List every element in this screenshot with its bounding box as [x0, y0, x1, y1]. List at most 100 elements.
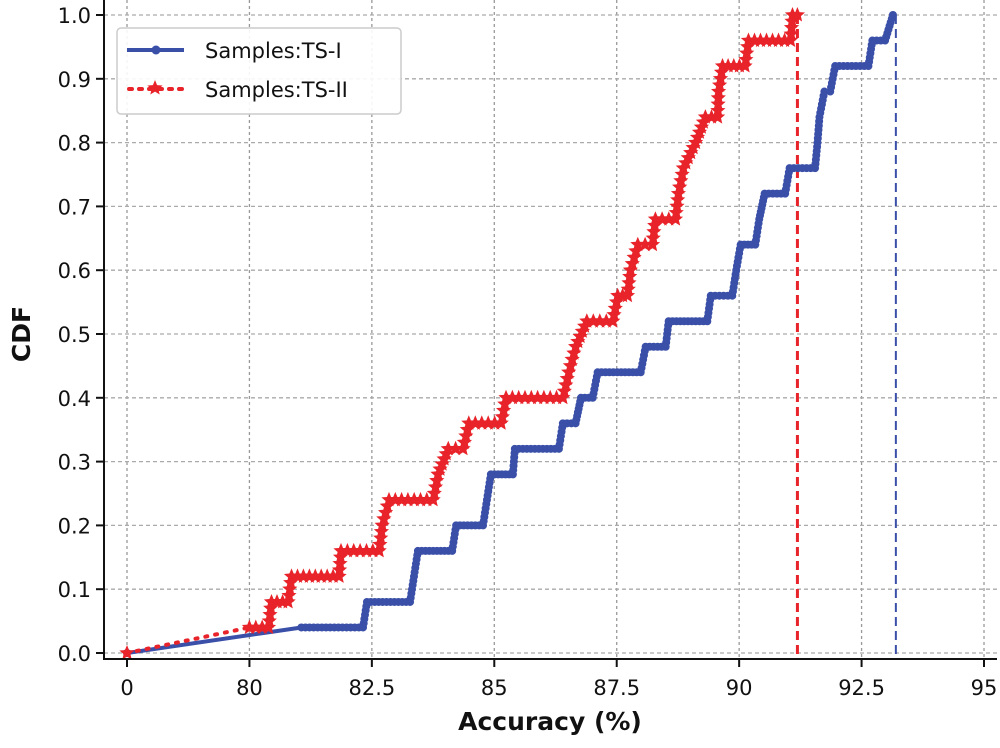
data-point-star	[331, 568, 347, 583]
data-point-star	[456, 434, 472, 449]
y-tick-label: 0.0	[58, 642, 91, 666]
data-point-star	[710, 109, 726, 124]
data-point-star	[281, 587, 297, 603]
x-tick-label: 90	[726, 676, 753, 700]
legend: Samples:TS-I Samples:TS-II	[116, 27, 402, 115]
ticks: 0 80 82.5 85 87.5 90 92.5 95 0.0 0.1 0.2 0.3 0.4 0.5 0…	[58, 4, 998, 700]
data-point-star	[496, 402, 512, 417]
x-tick-label: 92.5	[838, 676, 885, 700]
data-point-star	[427, 479, 444, 494]
legend-box	[116, 27, 402, 115]
series-1	[123, 11, 897, 657]
y-tick-label: 0.5	[58, 323, 91, 347]
data-point-star	[493, 415, 509, 430]
data-point-star	[378, 504, 394, 520]
data-point-star	[429, 472, 445, 488]
legend-label-ts1: Samples:TS-I	[205, 39, 342, 63]
data-point-star	[373, 523, 389, 539]
data-point-star	[783, 26, 799, 41]
legend-label-ts2: Samples:TS-II	[205, 78, 348, 102]
data-point-star	[280, 594, 296, 609]
data-point-star	[738, 51, 754, 67]
data-point-star	[555, 389, 571, 405]
data-point-star	[605, 313, 621, 328]
data-point-star	[376, 511, 392, 526]
data-point-star	[624, 255, 640, 271]
data-point-star	[566, 345, 582, 360]
legend-marker-ts2	[147, 80, 163, 95]
data-point-star	[458, 428, 474, 443]
data-point-star	[426, 485, 442, 500]
data-point-star	[372, 536, 388, 551]
legend-marker-ts1	[151, 45, 161, 55]
series-layer	[119, 7, 897, 660]
data-point-star	[497, 396, 513, 411]
data-point-star	[740, 38, 756, 54]
data-point-star	[674, 166, 690, 181]
y-axis-label: CDF	[7, 306, 36, 362]
y-tick-label: 0.9	[58, 68, 91, 92]
data-point-circle	[820, 87, 829, 96]
y-tick-label: 0.1	[58, 578, 91, 602]
data-point-star	[561, 364, 577, 379]
data-point-star	[739, 45, 755, 60]
x-tick-label: 95	[971, 676, 998, 700]
data-point-star	[647, 217, 663, 232]
data-point-star	[619, 287, 636, 303]
data-point-star	[621, 275, 637, 290]
x-axis-label: Accuracy (%)	[458, 707, 642, 736]
data-point-star	[494, 408, 510, 424]
data-point-star	[667, 211, 684, 226]
y-tick-label: 0.2	[58, 514, 91, 538]
y-tick-label: 0.7	[58, 195, 91, 219]
data-point-star	[374, 517, 390, 532]
data-point-star	[607, 300, 623, 315]
data-point-star	[646, 223, 662, 239]
data-point-star	[622, 268, 638, 284]
data-point-star	[783, 32, 799, 47]
data-point-star	[789, 7, 805, 22]
data-point-star	[559, 370, 575, 386]
data-point-star	[711, 83, 727, 98]
data-point-star	[262, 606, 278, 622]
grid	[104, 0, 997, 659]
x-tick-label: 82.5	[348, 676, 395, 700]
axes	[103, 0, 997, 660]
data-point-star	[562, 357, 578, 373]
data-point-star	[784, 13, 800, 28]
data-point-star	[263, 600, 279, 615]
y-tick-label: 1.0	[58, 4, 91, 28]
data-point-star	[373, 530, 389, 545]
x-tick-label: 85	[481, 676, 508, 700]
data-point-star	[425, 491, 441, 507]
y-tick-label: 0.3	[58, 451, 91, 475]
data-point-star	[331, 562, 348, 577]
data-point-star	[626, 249, 642, 264]
data-point-star	[644, 236, 661, 252]
data-point-star	[119, 645, 135, 660]
data-point-star	[670, 192, 686, 207]
data-point-star	[645, 230, 661, 245]
data-point-star	[332, 555, 348, 571]
data-point-star	[710, 89, 726, 105]
y-tick-label: 0.4	[58, 387, 91, 411]
data-point-star	[558, 377, 574, 392]
data-point-star	[620, 281, 636, 296]
data-point-star	[710, 102, 726, 118]
data-point-star	[260, 619, 277, 634]
data-point-star	[669, 198, 685, 213]
data-point-star	[261, 613, 277, 628]
data-point-circle	[888, 11, 897, 19]
data-point-star	[564, 351, 580, 366]
data-point-star	[608, 294, 625, 309]
data-point-star	[371, 542, 387, 558]
data-point-star	[712, 77, 728, 92]
data-point-star	[332, 549, 349, 564]
y-tick-label: 0.6	[58, 259, 91, 283]
data-point-star	[713, 64, 730, 79]
data-point-star	[712, 70, 729, 86]
data-point-star	[710, 96, 726, 111]
x-tick-label: 0	[120, 676, 133, 700]
data-point-star	[606, 306, 622, 322]
